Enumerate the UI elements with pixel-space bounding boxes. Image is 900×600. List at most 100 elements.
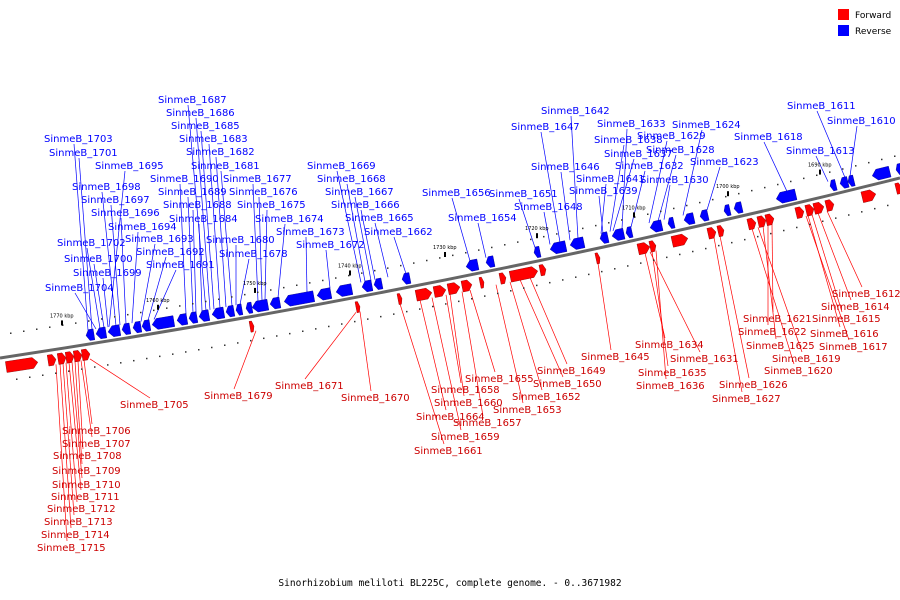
reverse-gene-label[interactable]: SinmeB_1683 — [179, 134, 248, 145]
forward-gene-arrow[interactable] — [860, 189, 877, 203]
forward-gene-label[interactable]: SinmeB_1660 — [434, 398, 503, 409]
forward-gene-label[interactable]: SinmeB_1612 — [832, 289, 900, 300]
reverse-gene-label[interactable]: SinmeB_1618 — [734, 132, 803, 143]
forward-gene-arrow[interactable] — [894, 182, 900, 195]
reverse-gene-label[interactable]: SinmeB_1648 — [514, 202, 583, 213]
reverse-gene-label[interactable]: SinmeB_1687 — [158, 95, 227, 106]
reverse-gene-label[interactable]: SinmeB_1610 — [827, 116, 896, 127]
reverse-gene-label[interactable]: SinmeB_1695 — [95, 161, 164, 172]
forward-gene-label[interactable]: SinmeB_1712 — [47, 504, 116, 515]
reverse-gene-label[interactable]: SinmeB_1691 — [146, 260, 215, 271]
reverse-gene-arrow[interactable] — [141, 319, 152, 332]
reverse-gene-label[interactable]: SinmeB_1656 — [422, 188, 491, 199]
forward-gene-label[interactable]: SinmeB_1705 — [120, 400, 189, 411]
reverse-gene-label[interactable]: SinmeB_1647 — [511, 122, 580, 133]
reverse-gene-arrow[interactable] — [225, 305, 236, 318]
forward-gene-label[interactable]: SinmeB_1653 — [493, 405, 562, 416]
reverse-gene-arrow[interactable] — [775, 188, 798, 204]
reverse-gene-label[interactable]: SinmeB_1632 — [615, 161, 684, 172]
forward-gene-arrow[interactable] — [538, 264, 547, 277]
reverse-gene-arrow[interactable] — [235, 303, 244, 316]
forward-gene-label[interactable]: SinmeB_1707 — [62, 439, 131, 450]
reverse-gene-label[interactable]: SinmeB_1684 — [169, 214, 238, 225]
forward-gene-label[interactable]: SinmeB_1671 — [275, 381, 344, 392]
reverse-gene-label[interactable]: SinmeB_1637 — [604, 149, 673, 160]
forward-gene-label[interactable]: SinmeB_1631 — [670, 354, 739, 365]
reverse-gene-arrow[interactable] — [683, 212, 696, 226]
forward-gene-arrow[interactable] — [72, 350, 83, 363]
reverse-gene-label[interactable]: SinmeB_1628 — [646, 145, 715, 156]
forward-gene-arrow[interactable] — [756, 215, 767, 228]
reverse-gene-arrow[interactable] — [549, 240, 568, 255]
reverse-gene-arrow[interactable] — [839, 176, 850, 189]
reverse-gene-label[interactable]: SinmeB_1673 — [276, 227, 345, 238]
reverse-gene-arrow[interactable] — [667, 216, 676, 229]
reverse-gene-label[interactable]: SinmeB_1662 — [364, 227, 433, 238]
forward-gene-label[interactable]: SinmeB_1710 — [52, 480, 121, 491]
forward-gene-arrow[interactable] — [706, 227, 717, 240]
reverse-gene-label[interactable]: SinmeB_1674 — [255, 214, 324, 225]
reverse-gene-label[interactable]: SinmeB_1702 — [57, 238, 126, 249]
reverse-gene-label[interactable]: SinmeB_1667 — [325, 187, 394, 198]
reverse-gene-label[interactable]: SinmeB_1633 — [597, 119, 666, 130]
forward-gene-label[interactable]: SinmeB_1635 — [638, 368, 707, 379]
reverse-gene-arrow[interactable] — [107, 324, 122, 338]
reverse-gene-arrow[interactable] — [316, 287, 333, 301]
forward-gene-arrow[interactable] — [56, 352, 67, 365]
reverse-gene-label[interactable]: SinmeB_1629 — [637, 131, 706, 142]
reverse-gene-arrow[interactable] — [847, 174, 856, 187]
reverse-gene-label[interactable]: SinmeB_1676 — [229, 187, 298, 198]
forward-gene-label[interactable]: SinmeB_1614 — [821, 302, 890, 313]
reverse-gene-label[interactable]: SinmeB_1669 — [307, 161, 376, 172]
reverse-gene-label[interactable]: SinmeB_1641 — [576, 174, 645, 185]
reverse-gene-arrow[interactable] — [121, 322, 132, 335]
reverse-gene-label[interactable]: SinmeB_1639 — [569, 186, 638, 197]
reverse-gene-arrow[interactable] — [373, 277, 384, 290]
reverse-gene-arrow[interactable] — [723, 204, 732, 217]
reverse-gene-arrow[interactable] — [485, 255, 496, 268]
reverse-gene-arrow[interactable] — [95, 326, 108, 339]
reverse-gene-label[interactable]: SinmeB_1677 — [223, 174, 292, 185]
reverse-gene-label[interactable]: SinmeB_1654 — [448, 213, 517, 224]
reverse-gene-label[interactable]: SinmeB_1698 — [72, 182, 141, 193]
forward-gene-arrow[interactable] — [80, 348, 91, 361]
reverse-gene-arrow[interactable] — [895, 162, 900, 175]
reverse-gene-label[interactable]: SinmeB_1690 — [150, 174, 219, 185]
reverse-gene-arrow[interactable] — [335, 283, 354, 298]
forward-gene-arrow[interactable] — [648, 240, 657, 253]
reverse-gene-label[interactable]: SinmeB_1638 — [594, 135, 663, 146]
reverse-gene-arrow[interactable] — [283, 290, 315, 307]
forward-gene-label[interactable]: SinmeB_1619 — [772, 354, 841, 365]
forward-gene-label[interactable]: SinmeB_1615 — [812, 314, 881, 325]
forward-gene-label[interactable]: SinmeB_1627 — [712, 394, 781, 405]
forward-gene-arrow[interactable] — [794, 206, 805, 219]
reverse-gene-arrow[interactable] — [132, 320, 143, 334]
reverse-gene-label[interactable]: SinmeB_1693 — [125, 234, 194, 245]
reverse-gene-arrow[interactable] — [188, 311, 199, 324]
forward-gene-arrow[interactable] — [46, 354, 57, 367]
forward-gene-label[interactable]: SinmeB_1706 — [62, 426, 131, 437]
reverse-gene-label[interactable]: SinmeB_1694 — [108, 222, 177, 233]
reverse-gene-arrow[interactable] — [245, 301, 254, 314]
forward-gene-arrow[interactable] — [446, 282, 461, 296]
forward-gene-arrow[interactable] — [248, 320, 255, 333]
forward-gene-label[interactable]: SinmeB_1661 — [414, 446, 483, 457]
forward-gene-label[interactable]: SinmeB_1657 — [453, 418, 522, 429]
reverse-gene-label[interactable]: SinmeB_1668 — [317, 174, 386, 185]
forward-gene-arrow[interactable] — [5, 357, 39, 373]
reverse-gene-label[interactable]: SinmeB_1699 — [73, 268, 142, 279]
reverse-gene-label[interactable]: SinmeB_1681 — [191, 161, 260, 172]
reverse-gene-arrow[interactable] — [829, 179, 838, 192]
reverse-gene-arrow[interactable] — [211, 306, 226, 320]
reverse-gene-arrow[interactable] — [733, 201, 744, 215]
forward-gene-label[interactable]: SinmeB_1652 — [512, 392, 581, 403]
reverse-gene-label[interactable]: SinmeB_1700 — [64, 254, 133, 265]
reverse-gene-label[interactable]: SinmeB_1686 — [166, 108, 235, 119]
forward-gene-arrow[interactable] — [824, 199, 835, 212]
forward-gene-arrow[interactable] — [432, 284, 447, 298]
forward-gene-label[interactable]: SinmeB_1617 — [819, 342, 888, 353]
reverse-gene-arrow[interactable] — [401, 272, 412, 285]
reverse-gene-arrow[interactable] — [611, 227, 626, 241]
forward-gene-label[interactable]: SinmeB_1636 — [636, 381, 705, 392]
forward-gene-arrow[interactable] — [414, 287, 433, 302]
